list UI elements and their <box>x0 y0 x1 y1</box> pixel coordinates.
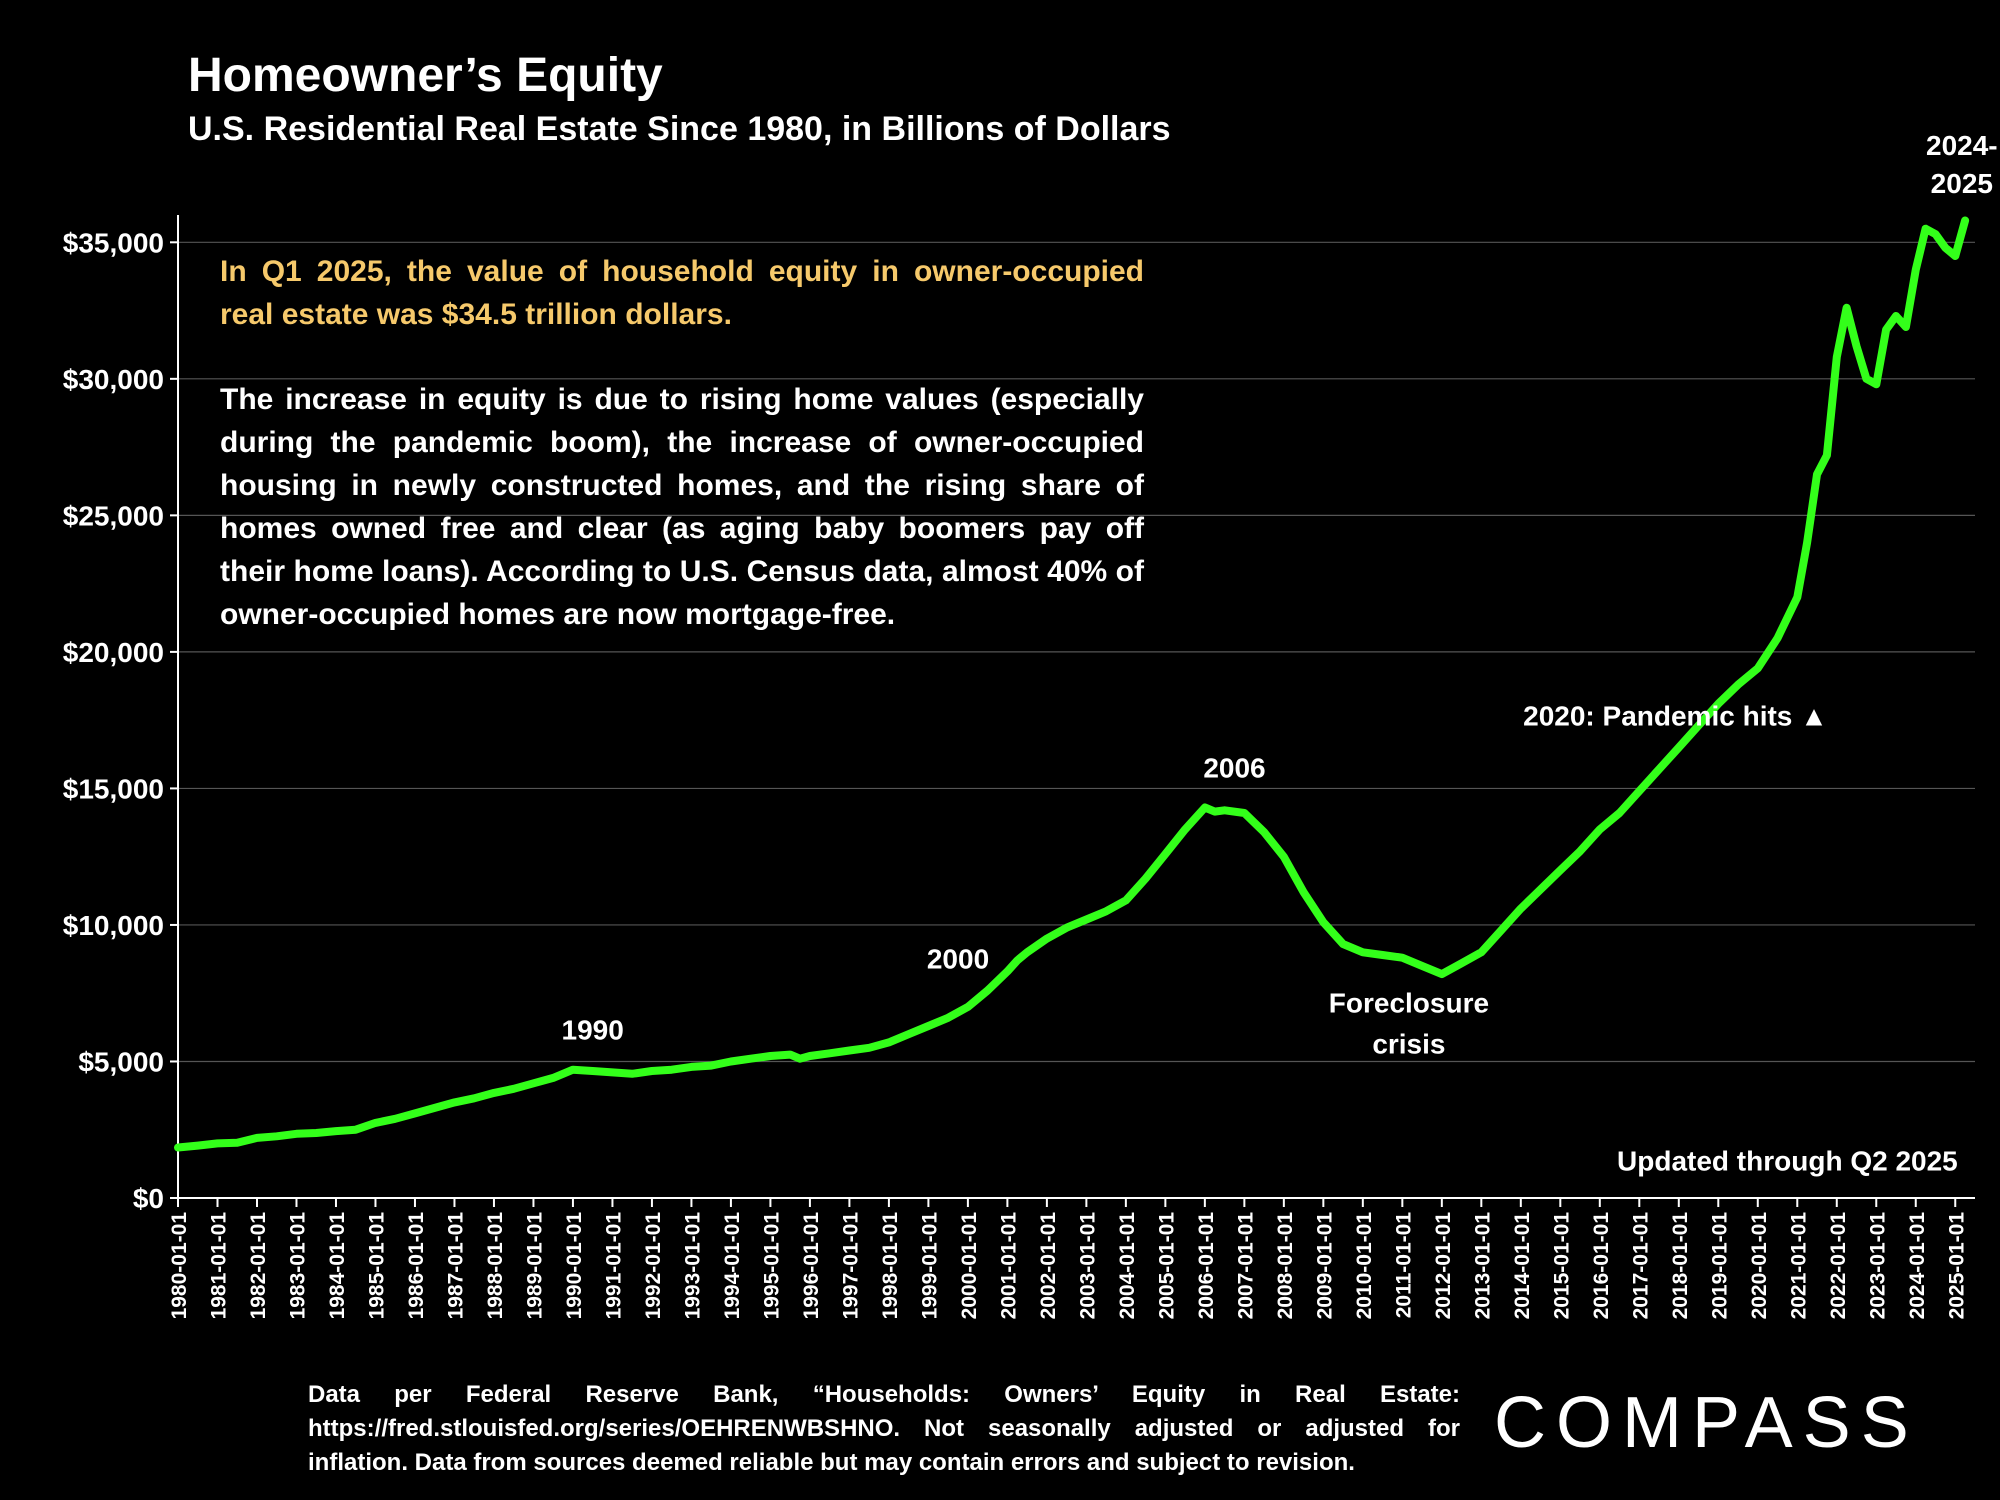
compass-logo: COMPASS <box>1494 1383 1919 1463</box>
y-axis-tick-labels: $0 $5,000 $10,000 $15,000 $20,000 $25,000 $30,… <box>63 227 164 1214</box>
x-tick-label-24: 2004-01-01 <box>1116 1212 1139 1320</box>
gridlines <box>170 241 1975 1199</box>
annotation-box: In Q1 2025, the value of household equit… <box>220 250 1144 636</box>
x-tick-label-6: 1986-01-01 <box>405 1212 428 1320</box>
y-tick-label-2: $10,000 <box>63 910 164 941</box>
x-tick-label-27: 2007-01-01 <box>1234 1212 1257 1320</box>
x-tick-label-13: 1993-01-01 <box>681 1212 704 1320</box>
annotation-label-1: 2000 <box>927 944 989 975</box>
annotation-label-7: 2025 <box>1931 168 1993 199</box>
annotation-label-6: 2024- <box>1926 130 1998 161</box>
annotation-label-5: 2020: Pandemic hits ▲ <box>1523 701 1828 732</box>
annotation-label-4: crisis <box>1372 1028 1445 1059</box>
x-tick-label-36: 2016-01-01 <box>1590 1212 1613 1320</box>
chart-subtitle: U.S. Residential Real Estate Since 1980,… <box>188 110 1171 148</box>
x-tick-label-3: 1983-01-01 <box>286 1212 309 1320</box>
x-tick-label-44: 2024-01-01 <box>1906 1212 1929 1320</box>
x-tick-label-23: 2003-01-01 <box>1076 1212 1099 1320</box>
x-tick-label-43: 2023-01-01 <box>1866 1212 1889 1320</box>
chart-annotations: 1990 2000 2006 Foreclosure crisis 2020: Pande… <box>562 130 1998 1177</box>
x-tick-label-20: 2000-01-01 <box>958 1212 981 1320</box>
chart-title: Homeowner’s Equity <box>188 49 663 102</box>
x-tick-label-2: 1982-01-01 <box>247 1212 270 1320</box>
x-tick-label-21: 2001-01-01 <box>997 1212 1020 1320</box>
x-tick-label-14: 1994-01-01 <box>721 1212 744 1320</box>
x-tick-label-38: 2018-01-01 <box>1669 1212 1692 1320</box>
x-tick-label-16: 1996-01-01 <box>800 1212 823 1320</box>
x-tick-label-28: 2008-01-01 <box>1274 1212 1297 1320</box>
x-tick-label-9: 1989-01-01 <box>523 1212 546 1320</box>
x-tick-label-42: 2022-01-01 <box>1827 1212 1850 1320</box>
x-tick-label-35: 2015-01-01 <box>1550 1212 1573 1320</box>
x-tick-label-19: 1999-01-01 <box>918 1212 941 1320</box>
x-tick-label-41: 2021-01-01 <box>1787 1212 1810 1320</box>
x-tick-label-33: 2013-01-01 <box>1471 1212 1494 1320</box>
annotation-label-8: Updated through Q2 2025 <box>1617 1146 1958 1177</box>
series-line-0 <box>174 216 1970 1152</box>
x-tick-label-0: 1980-01-01 <box>168 1212 191 1320</box>
x-tick-label-17: 1997-01-01 <box>839 1212 862 1320</box>
y-tick-label-0: $0 <box>133 1183 164 1214</box>
y-tick-label-5: $25,000 <box>63 500 164 531</box>
x-tick-label-22: 2002-01-01 <box>1037 1212 1060 1320</box>
x-tick-label-11: 1991-01-01 <box>602 1212 625 1320</box>
annotation-label-3: Foreclosure <box>1329 987 1489 1018</box>
y-tick-label-3: $15,000 <box>63 773 164 804</box>
x-tick-label-18: 1998-01-01 <box>879 1212 902 1320</box>
annotation-highlight: In Q1 2025, the value of household equit… <box>220 255 1144 331</box>
x-tick-label-31: 2011-01-01 <box>1392 1212 1415 1319</box>
x-tick-label-15: 1995-01-01 <box>760 1212 783 1320</box>
y-tick-label-6: $30,000 <box>63 364 164 395</box>
x-axis-tick-labels: 1980-01-01 1981-01-01 1982-01-01 1983-01-01… <box>168 1198 1968 1319</box>
x-tick-label-26: 2006-01-01 <box>1195 1212 1218 1320</box>
x-tick-label-1: 1981-01-01 <box>207 1212 230 1320</box>
annotation-label-0: 1990 <box>562 1015 624 1046</box>
x-tick-label-40: 2020-01-01 <box>1748 1212 1771 1320</box>
x-tick-label-12: 1992-01-01 <box>642 1212 665 1320</box>
y-tick-label-7: $35,000 <box>63 227 164 258</box>
source-note: Data per Federal Reserve Bank, “Househol… <box>308 1381 1460 1476</box>
x-tick-label-45: 2025-01-01 <box>1945 1212 1968 1320</box>
x-tick-label-5: 1985-01-01 <box>365 1212 388 1320</box>
axes <box>177 215 1975 1199</box>
y-tick-label-1: $5,000 <box>78 1046 164 1077</box>
x-tick-label-39: 2019-01-01 <box>1708 1212 1731 1320</box>
x-tick-label-37: 2017-01-01 <box>1629 1212 1652 1320</box>
x-tick-label-32: 2012-01-01 <box>1432 1212 1455 1320</box>
x-tick-label-4: 1984-01-01 <box>326 1212 349 1320</box>
x-tick-label-10: 1990-01-01 <box>563 1212 586 1320</box>
x-tick-label-7: 1987-01-01 <box>444 1212 467 1320</box>
annotation-body: The increase in equity is due to rising … <box>220 383 1144 631</box>
x-tick-label-30: 2010-01-01 <box>1353 1212 1376 1320</box>
x-tick-label-25: 2005-01-01 <box>1155 1212 1178 1320</box>
x-tick-label-29: 2009-01-01 <box>1313 1212 1336 1320</box>
series-lines <box>174 216 1970 1152</box>
x-tick-label-34: 2014-01-01 <box>1511 1212 1534 1320</box>
y-tick-label-4: $20,000 <box>63 637 164 668</box>
x-tick-label-8: 1988-01-01 <box>484 1212 507 1320</box>
annotation-label-2: 2006 <box>1203 752 1265 783</box>
